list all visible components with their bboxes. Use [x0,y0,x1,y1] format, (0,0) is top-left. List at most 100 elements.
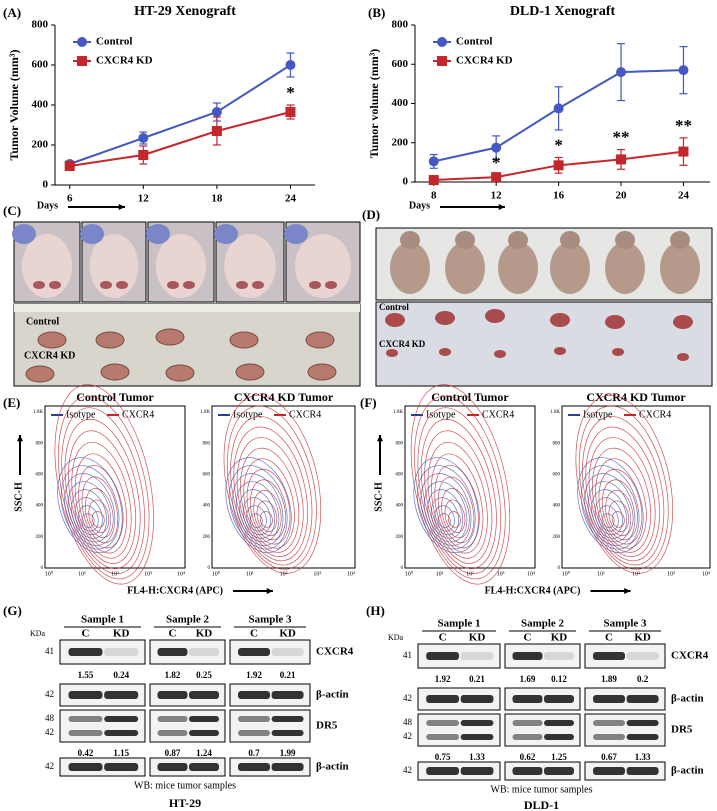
size-marker: 42 [403,765,412,775]
legend-label: CXCR4 [639,409,671,420]
flow-y-tick-label: 600 [396,473,404,478]
size-marker: 42 [403,693,412,703]
blot-band [593,734,625,740]
quant-value: 0.7 [248,748,260,758]
lane-label: KD [113,628,130,640]
flow-y-tick-label: 200 [36,535,44,540]
y-tick-label: 400 [32,99,49,111]
blot-band [593,652,625,660]
y-axis-label: Tumor Volume (mm³) [7,50,21,161]
blot-frame [417,713,501,747]
blot-band [593,695,625,703]
y-tick-label: 800 [32,19,49,31]
blot-band [626,652,659,660]
series-line [69,64,292,165]
blot-band [157,763,188,771]
contour [235,481,280,543]
contour [232,473,284,546]
significance-mark: * [286,83,295,102]
arrow-head [118,203,125,211]
legend-label: CXCR4 [122,409,154,420]
flow-y-tick-label: 200 [553,535,561,540]
y-tick-label: 0 [403,176,409,188]
contour [230,416,313,566]
contour [78,505,99,532]
size-marker: 48 [403,717,413,727]
y-tick-label: 200 [392,136,409,148]
contour [414,395,506,580]
contour [601,513,615,528]
mouse-body [445,242,485,294]
y-axis-label: Tumor volume (mm³) [367,49,381,159]
contour [233,426,308,562]
contour [74,497,103,536]
legend-label: CXCR4 [289,409,321,420]
contour [57,395,150,580]
mouse-head [560,231,580,249]
blot-band [68,716,103,722]
arrow-head [376,435,384,442]
protein-label: DR5 [316,720,338,732]
flow-x-tick-label: 10² [111,571,119,577]
tumor [309,281,321,289]
contour [437,476,475,544]
sample-label: Sample 3 [248,614,292,626]
tumor [236,281,248,289]
tumor [435,311,455,325]
blot-band [157,648,188,656]
blot-band [271,716,304,722]
contour [588,437,656,557]
kda-label: KDa [30,629,46,638]
point [428,175,439,186]
flow-y-label: SSC-H [13,482,24,512]
blot-band [189,716,219,722]
tumor [25,365,55,383]
flow-x-tick-label: 10¹ [436,571,444,577]
size-marker: 42 [403,731,412,741]
contour [246,505,267,532]
contour [431,453,484,554]
mouse-body [660,242,700,294]
tumor [167,281,179,289]
contour [424,430,493,564]
significance-mark: ** [613,128,630,147]
protein-label: CXCR4 [671,650,709,662]
contour [595,458,647,549]
chart-title: HT-29 Xenograft [134,4,236,19]
tumor [100,363,130,381]
size-marker: 41 [45,646,54,656]
flow-y-tick-label: 600 [36,473,44,478]
blot-band [626,695,659,703]
glove [284,224,308,244]
lane-label: KD [469,632,486,644]
contour [434,465,479,549]
blot-band [426,720,459,726]
mouse-body [294,234,352,298]
quant-value: 1.99 [280,748,296,758]
blot-band [104,691,139,699]
tumor [33,281,45,289]
blot-band [271,730,304,736]
mouse-body [155,234,207,298]
glove [214,224,238,244]
flow-x-tick-label: 10⁰ [562,570,571,577]
tumor [165,364,195,382]
size-marker: 41 [403,650,412,660]
flow-plot-frame [44,405,186,569]
x-tick-label: 12 [491,190,503,202]
protein-label: β-actin [316,761,349,773]
blot-band [68,730,103,736]
sample-label: Sample 2 [166,614,210,626]
quant-value: 1.25 [551,752,567,762]
contour [444,499,466,533]
tumor [673,315,693,329]
sample-label: Sample 2 [521,618,565,630]
blot-band [157,716,188,722]
arrow-head [624,587,631,595]
mouse-head [670,231,690,249]
contour [236,437,304,557]
contour [71,489,107,539]
contour [60,465,120,550]
legend-label: Isotype [583,409,613,420]
